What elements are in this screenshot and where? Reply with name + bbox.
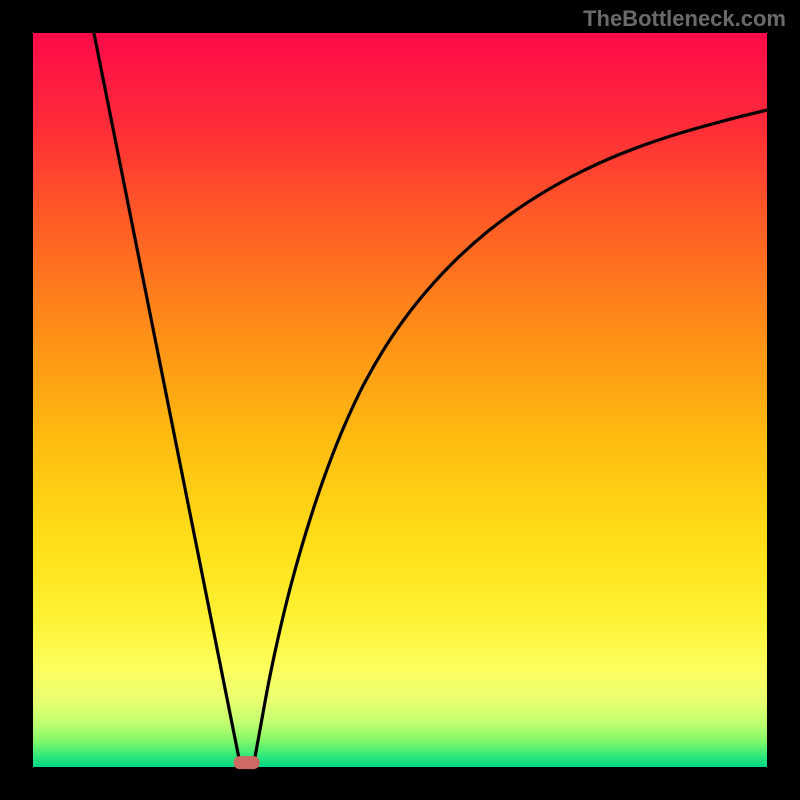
bottleneck-curve-chart — [0, 0, 800, 800]
minimum-marker — [234, 756, 260, 769]
plot-background — [33, 33, 767, 767]
watermark-text: TheBottleneck.com — [583, 6, 786, 32]
chart-container: TheBottleneck.com — [0, 0, 800, 800]
